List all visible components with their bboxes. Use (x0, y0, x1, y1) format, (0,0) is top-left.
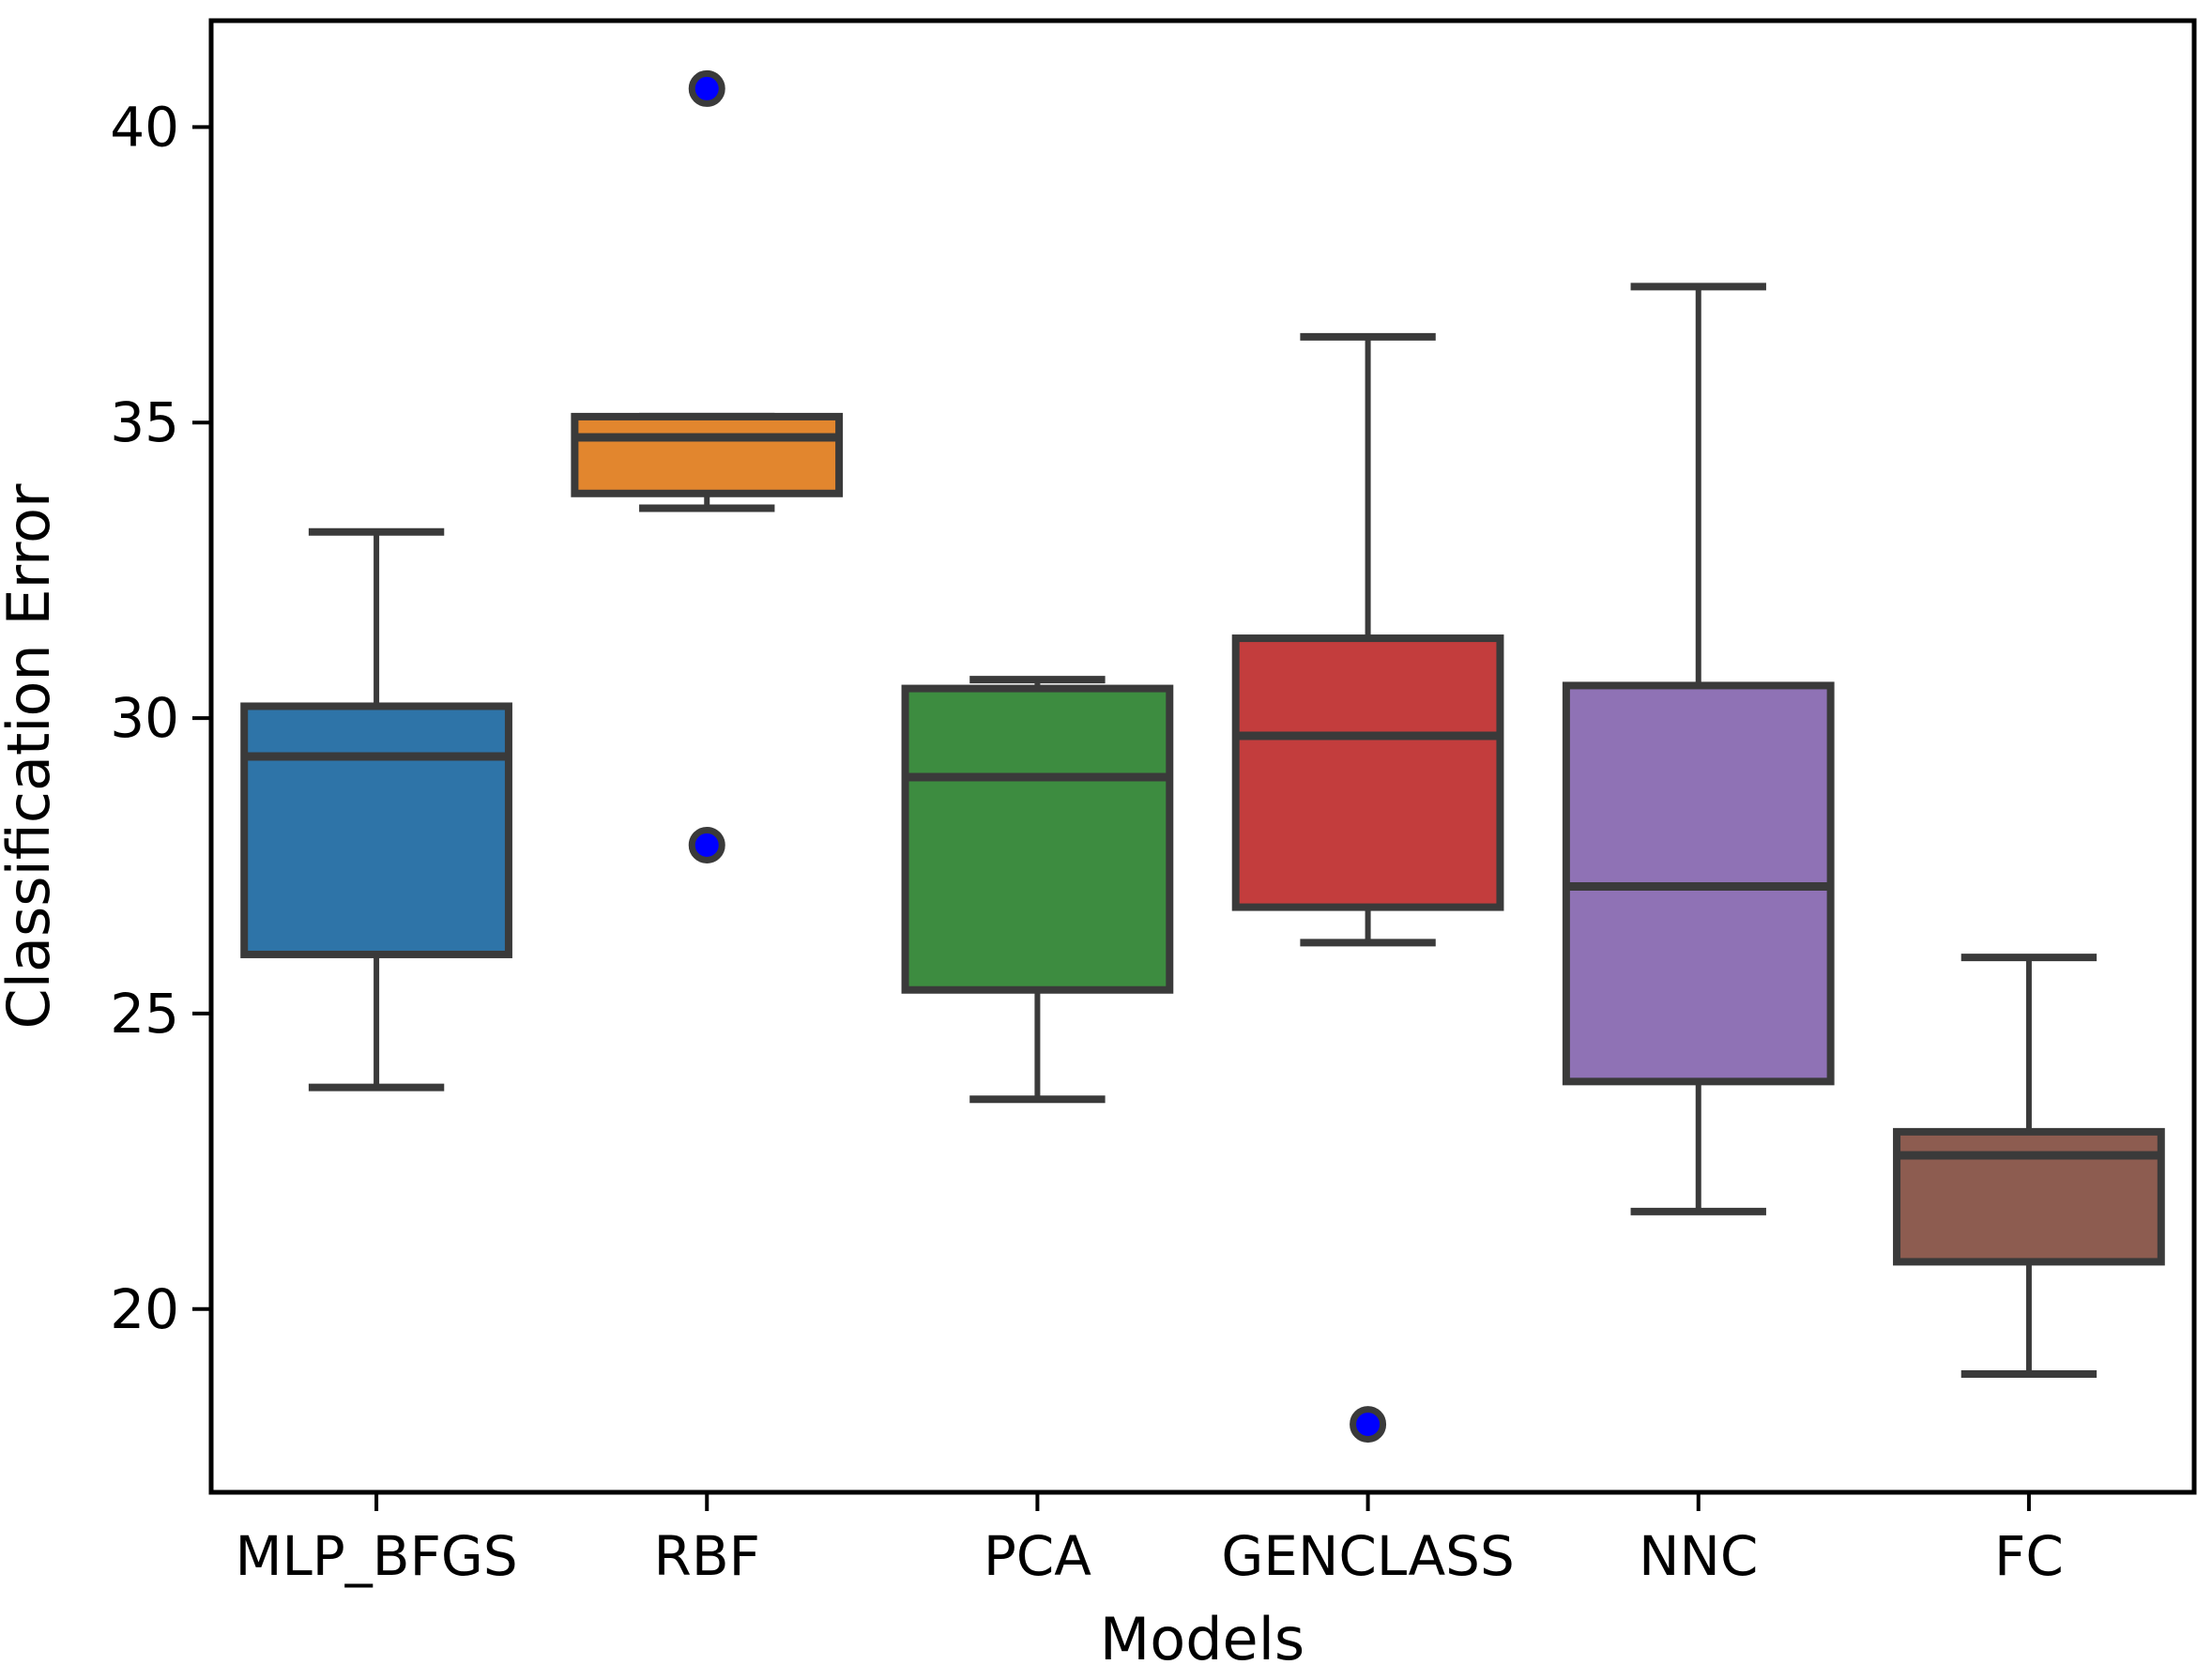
outlier-point (688, 826, 725, 863)
box-group-MLP_BFGS (240, 527, 512, 1092)
iqr-box (901, 684, 1174, 994)
x-category-label: PCA (984, 1524, 1091, 1588)
y-tick-label: 25 (110, 982, 179, 1046)
y-tick-label: 35 (110, 390, 179, 454)
outlier-point (1350, 1406, 1387, 1443)
x-category-label: FC (1994, 1524, 2064, 1588)
x-category-label: MLP_BFGS (235, 1524, 517, 1588)
y-axis-title: Classification Error (0, 483, 63, 1030)
iqr-box (571, 412, 844, 497)
x-category-label: GENCLASS (1221, 1524, 1514, 1588)
y-tick-label: 30 (110, 686, 179, 750)
x-category-label: RBF (654, 1524, 760, 1588)
outlier-point (688, 69, 725, 107)
iqr-box (240, 702, 512, 958)
x-category-label: NNC (1639, 1524, 1758, 1588)
iqr-box (1231, 634, 1504, 911)
box-group-GENCLASS (1231, 332, 1504, 1443)
box-group-FC (1893, 954, 2165, 1379)
box-group-RBF (571, 69, 844, 863)
box-group-NNC (1562, 283, 1835, 1215)
axes-spines (208, 18, 2197, 1495)
plot-root: 20 25 30 35 40 MLP_BFGS RBF PCA GENCLASS NNC FC (110, 18, 2197, 1588)
x-axis-title: Models (1100, 1605, 1304, 1673)
y-tick-label: 20 (110, 1277, 179, 1341)
y-tick-label: 40 (110, 95, 179, 159)
box-group-PCA (901, 676, 1174, 1104)
